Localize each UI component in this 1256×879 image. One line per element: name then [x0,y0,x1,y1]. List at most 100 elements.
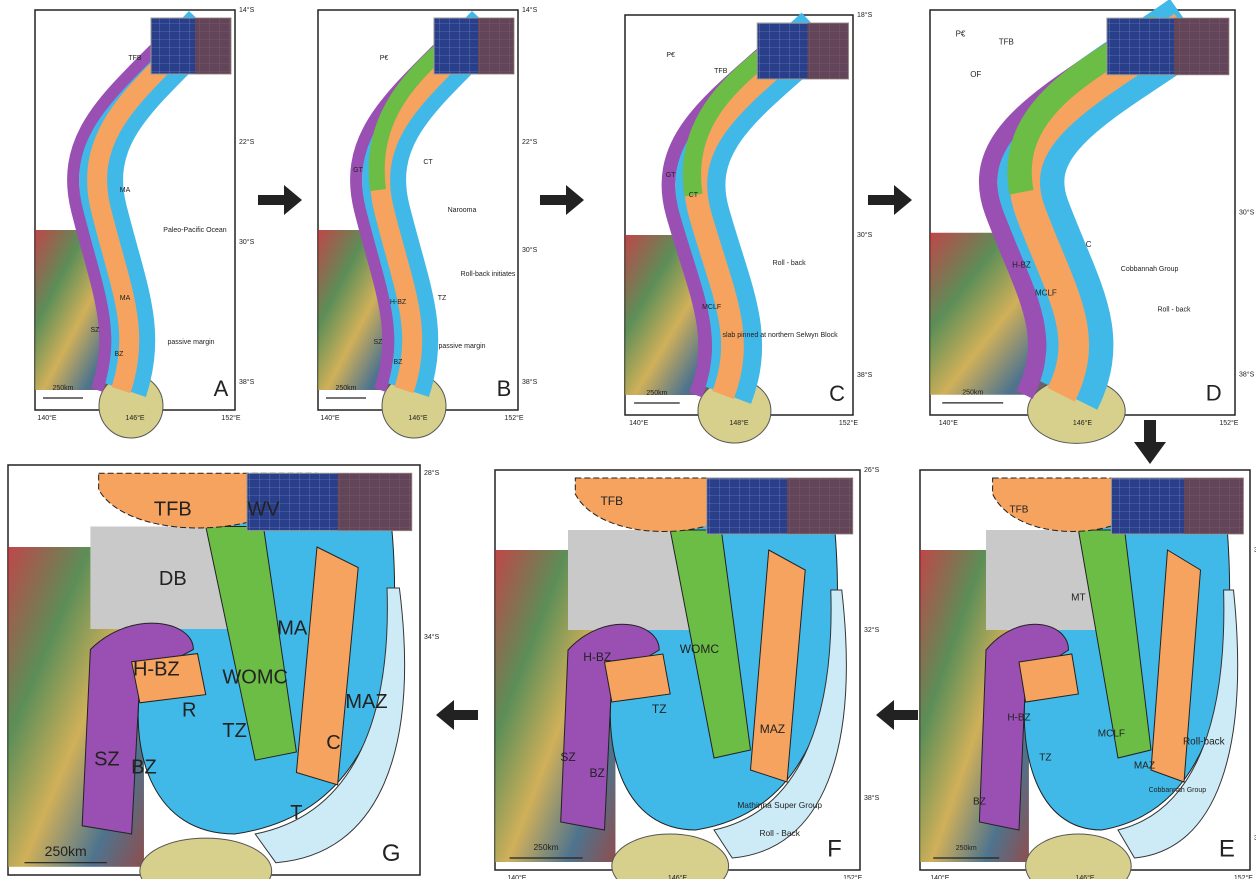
region-label: TZ [1039,753,1051,764]
region-label: SZ [91,327,101,334]
region-label: Roll-back initiates [461,271,516,278]
region-label: SZ [374,339,384,346]
panel-letter: D [1206,381,1222,406]
region-label: TFB [154,498,192,520]
arrow-left [436,700,478,730]
region-label: Paleo-Pacific Ocean [163,227,227,234]
lat-label: 30°S [239,238,255,246]
lat-label: 38°S [522,378,538,386]
figure: 250kmA14°S22°S30°S38°S140°E146°E152°ETFB… [0,0,1256,879]
scale-label: 250km [45,843,87,859]
region-label: Mathinna Super Group [737,800,822,810]
scale-label: 250km [335,385,356,392]
lon-label: 152°E [504,414,523,422]
lat-label: 38°S [1239,370,1255,378]
lon-label: 140°E [507,874,526,879]
lat-label: 22°S [239,138,255,146]
lon-label: 146°E [668,874,687,879]
hbz-orange [605,654,671,702]
region-label: Cobbannah Group [1121,266,1179,273]
lat-label: 28°S [424,469,440,477]
lat-label: 14°S [522,6,538,14]
arrow-right [868,185,912,215]
lat-label: 32°S [864,626,880,634]
model-inset-orange [787,478,853,534]
region-label: TFB [714,68,728,75]
region-label: MCLF [1035,289,1057,298]
lon-label: 140°E [930,874,949,879]
region-label: MA [277,617,308,639]
map-panel: 250kmD30°S38°S140°E146°E152°EP€TFBOFH-BZ… [930,10,1255,443]
region-label: Narooma [448,207,477,214]
lat-label: 38°S [864,794,880,802]
region-label: MAZ [1134,761,1155,772]
lon-label: 140°E [629,419,648,427]
region-label: T [290,802,302,824]
lon-label: 152°E [839,419,858,427]
region-label: P€ [956,29,966,38]
region-label: WOMC [222,666,288,688]
region-label: passive margin [167,339,214,346]
lon-label: 146°E [125,414,144,422]
model-inset-orange [1184,478,1243,534]
scale-label: 250km [646,390,667,397]
lat-label: 22°S [522,138,538,146]
region-label: GT [666,172,676,179]
region-label: Cobbannah Group [1149,787,1207,794]
page: {"panels":[ {"letter":"A","lat":["14°S",… [0,0,1256,879]
region-label: TFB [999,38,1014,47]
region-label: MAZ [345,691,387,713]
region-label: CT [423,159,433,166]
region-label: TFB [1010,505,1029,516]
map-panel: 250kmE30°S38°S140°E146°E152°ETFBMTH-BZTZ… [920,470,1256,879]
region-label: SZ [94,748,120,770]
region-label: H-BZ [390,299,407,306]
region-label: MAZ [760,722,785,736]
region-label: C [326,732,340,754]
scale-label: 250km [52,385,73,392]
region-label: P€ [666,52,675,59]
region-label: C [1086,240,1092,249]
arrow-right [540,185,584,215]
region-label: BZ [973,797,986,808]
region-label: WOMC [680,642,720,656]
arrow-down [1134,420,1166,464]
region-label: MA [120,187,131,194]
region-label: BZ [590,766,605,780]
region-label: TFB [128,55,142,62]
lon-label: 146°E [1075,874,1094,879]
lon-label: 140°E [939,419,958,427]
lon-label: 146°E [408,414,427,422]
model-inset-orange [807,23,848,79]
region-label: DB [159,568,187,590]
region-label: TZ [652,702,667,716]
map-panel: 250kmB14°S22°S30°S38°S140°E146°E152°EP€C… [318,6,538,438]
lat-label: 18°S [857,11,873,19]
lon-label: 146°E [1073,419,1092,427]
lon-label: 152°E [221,414,240,422]
region-label: slab pinned at northern Selwyn Block [722,332,838,339]
region-label: Roll - Back [759,828,800,838]
region-label: Roll - back [1157,307,1191,314]
lat-label: 34°S [424,633,440,641]
arrow-left [876,700,918,730]
region-label: H-BZ [1007,713,1030,724]
arrow-right [258,185,302,215]
scale-label: 250km [534,842,559,852]
map-panel: 250kmG28°S34°S140°E146°E152°ETFBWVDBH-BZ… [8,465,440,879]
region-label: MA [120,295,131,302]
panel-letter: C [829,381,845,406]
model-inset-orange [195,18,231,74]
region-label: MT [1071,593,1085,604]
model-inset-orange [338,473,412,530]
region-label: R [182,699,196,721]
region-label: CT [689,192,699,199]
lat-label: 38°S [857,371,873,379]
lat-label: 38°S [239,378,255,386]
lon-label: 152°E [843,874,862,879]
region-label: WV [247,498,280,520]
lon-label: 148°E [729,419,748,427]
